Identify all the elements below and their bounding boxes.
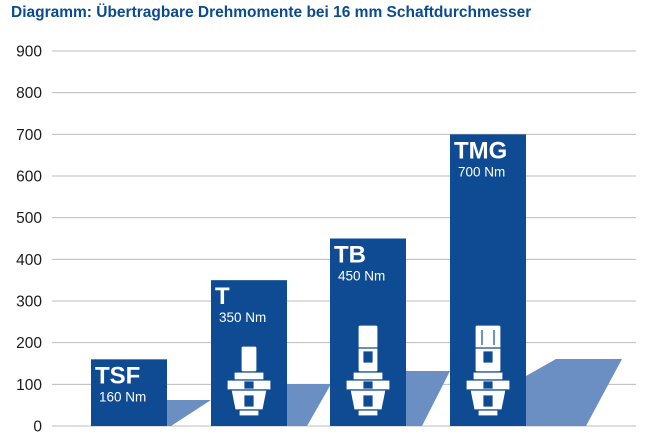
y-tick-label: 100 [16, 377, 42, 394]
chart-title: Diagramm: Übertragbare Drehmomente bei 1… [11, 4, 532, 21]
y-tick-label: 900 [16, 44, 42, 61]
tool-holder-icon-t [226, 345, 272, 417]
tool-holder-icon-tmg [465, 324, 511, 417]
bar-tsf [91, 359, 167, 426]
bar-shadow-tmg [526, 359, 622, 426]
bar-value-label: 450 Nm [338, 269, 385, 284]
bar-value-label: 160 Nm [99, 389, 146, 404]
bar-value-label: 700 Nm [458, 164, 505, 179]
tool-holder-icons [226, 324, 511, 417]
bar-category-label: TMG [454, 137, 507, 164]
y-tick-label: 800 [16, 85, 42, 102]
y-tick-label: 600 [16, 169, 42, 186]
bar-shadow-tb [406, 371, 450, 426]
y-tick-label: 200 [16, 335, 42, 352]
bar-value-label: 350 Nm [219, 310, 266, 325]
bar-shadow-tsf [167, 400, 211, 426]
y-tick-label: 0 [33, 419, 42, 436]
bar-category-label: TSF [95, 362, 140, 389]
bar-shadows [167, 359, 622, 426]
bar-category-label: TB [334, 242, 366, 269]
y-tick-label: 300 [16, 294, 42, 311]
y-tick-label: 400 [16, 252, 42, 269]
y-tick-label: 700 [16, 127, 42, 144]
tool-holder-icon-tb [345, 324, 391, 417]
bar-category-label: T [215, 283, 230, 310]
bar-shadow-t [287, 384, 331, 426]
y-axis-tick-labels: 0 100 200 300 400 500 600 700 800 900 [16, 44, 42, 436]
y-tick-label: 500 [16, 210, 42, 227]
